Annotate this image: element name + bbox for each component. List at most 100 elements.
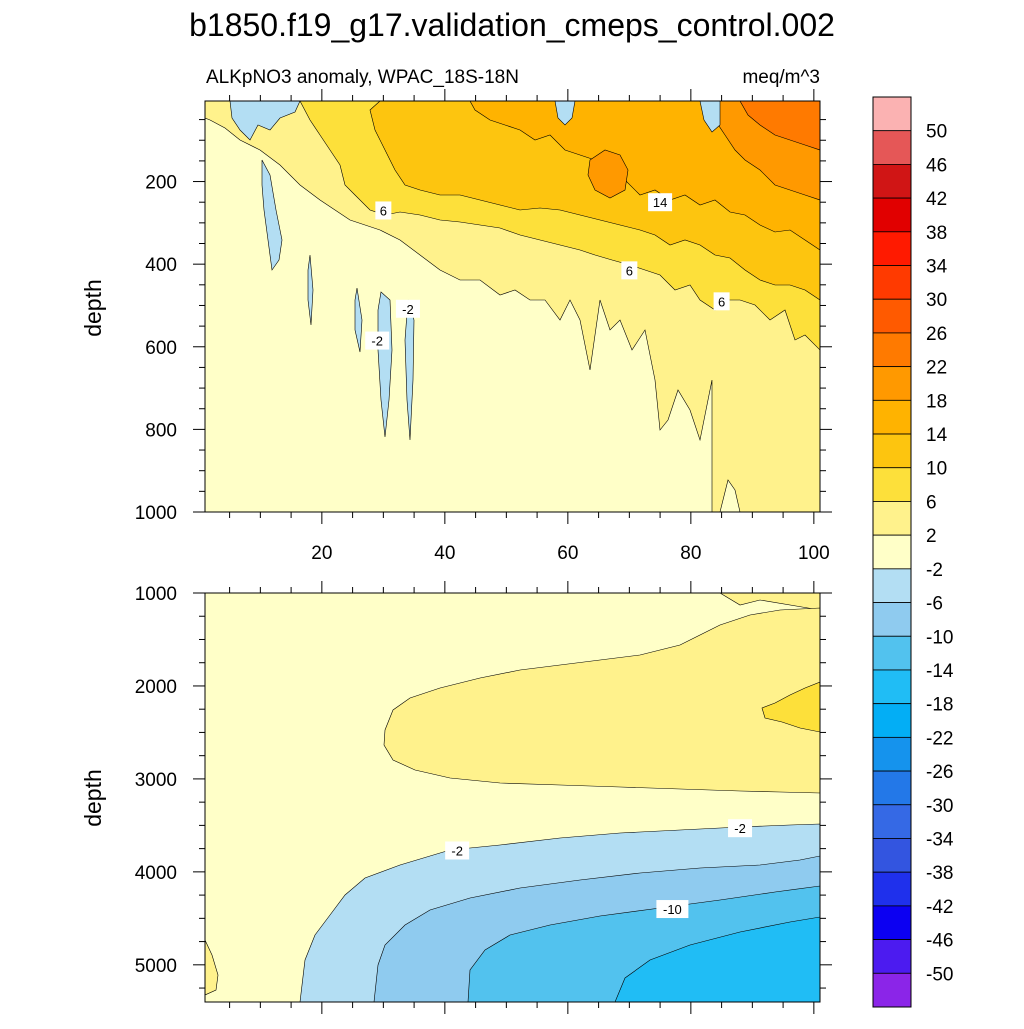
colorbar-box bbox=[872, 231, 912, 266]
upper-fill-neg-stripe4 bbox=[377, 291, 393, 438]
ytick-label: 1000 bbox=[135, 584, 177, 605]
contour-label-bg bbox=[395, 299, 420, 318]
colorbar-box bbox=[872, 534, 912, 570]
contour-label: 6 bbox=[713, 292, 730, 311]
contour-label: -2 bbox=[445, 841, 470, 860]
colorbar-box bbox=[872, 501, 912, 536]
colorbar-tick-label: 42 bbox=[926, 189, 947, 210]
lower-fill-2-6-top bbox=[205, 593, 820, 611]
upper-fill-neg-stripe2 bbox=[307, 254, 314, 326]
upper-ticks: 200 400 600 800 1000 20 40 60 80 100 bbox=[135, 89, 832, 564]
colorbar-tick-label: -38 bbox=[926, 863, 953, 884]
upper-ylabel: depth bbox=[80, 279, 106, 337]
upper-fill-neg-top bbox=[229, 101, 301, 141]
colorbar-box bbox=[872, 703, 912, 738]
xtick-label: 80 bbox=[680, 543, 701, 564]
colorbar-box bbox=[872, 433, 912, 469]
contour-label: 14 bbox=[648, 193, 673, 212]
upper-frame bbox=[204, 100, 821, 513]
colorbar-box bbox=[872, 467, 912, 502]
colorbar-tick-label: 30 bbox=[926, 290, 947, 311]
contour-label-text: -2 bbox=[451, 843, 463, 858]
colorbar-tick-label: 10 bbox=[926, 459, 947, 480]
ytick-label: 2000 bbox=[135, 677, 177, 698]
contour-label-text: -10 bbox=[663, 902, 682, 917]
colorbar-box bbox=[872, 366, 912, 401]
ytick-label: 1000 bbox=[135, 503, 177, 524]
colorbar-box bbox=[872, 265, 912, 300]
upper-fill-18-22-a bbox=[587, 149, 629, 199]
ytick-label: 600 bbox=[145, 338, 177, 359]
lower-fill-6-10 bbox=[761, 681, 820, 733]
contour-label-bg bbox=[621, 261, 638, 280]
colorbar-tick-label: 34 bbox=[926, 257, 948, 278]
lower-panel bbox=[205, 593, 820, 1002]
colorbar-box bbox=[872, 568, 912, 603]
colorbar-tick-label: 2 bbox=[926, 526, 937, 547]
contour-label: -2 bbox=[728, 819, 753, 838]
contour-label-bg bbox=[656, 900, 689, 919]
contour-label: -10 bbox=[656, 900, 689, 919]
xtick-label: 60 bbox=[557, 543, 578, 564]
contour-label: 6 bbox=[375, 201, 392, 220]
ytick-label: 400 bbox=[145, 255, 177, 276]
upper-fill-neg-top3 bbox=[699, 101, 721, 133]
colorbar-tick-label: -46 bbox=[926, 931, 953, 952]
colorbar-box bbox=[872, 399, 912, 435]
lower-fill-neg14-18 bbox=[614, 916, 820, 1002]
upper-fill-neg-stripe1 bbox=[261, 159, 283, 271]
lower-ylabel: depth bbox=[80, 769, 106, 827]
chart-title: b1850.f19_g17.validation_cmeps_control.0… bbox=[189, 7, 835, 43]
colorbar-frame bbox=[872, 96, 912, 1008]
colorbar-box bbox=[872, 669, 912, 705]
colorbar-tick-label: 26 bbox=[926, 324, 947, 345]
xtick-label: 20 bbox=[311, 543, 332, 564]
contour-label-text: 6 bbox=[380, 203, 387, 218]
ytick-label: 5000 bbox=[135, 956, 177, 977]
colorbar-tick-label: -22 bbox=[926, 728, 953, 749]
colorbar-tick-label: -26 bbox=[926, 762, 953, 783]
upper-left-label: ALKpNO3 anomaly, WPAC_18S-18N bbox=[206, 67, 519, 88]
upper-fill-neg-stripe3 bbox=[354, 287, 363, 353]
colorbar-tick-label: -30 bbox=[926, 796, 953, 817]
colorbar-tick-label: -42 bbox=[926, 897, 953, 918]
contour-label-text: 6 bbox=[626, 263, 633, 278]
colorbar-box bbox=[872, 736, 912, 772]
upper-fill-neg-stripe5 bbox=[404, 299, 415, 441]
colorbar-box bbox=[872, 164, 912, 199]
colorbar-box bbox=[872, 96, 912, 132]
ytick-label: 800 bbox=[145, 420, 177, 441]
colorbar-box bbox=[872, 871, 912, 907]
colorbar-tick-label: -2 bbox=[926, 560, 943, 581]
colorbar: 50 46 42 38 34 30 26 22 18 14 10 6 2 -2 -6 -10 -14 -18 -22… bbox=[872, 96, 954, 1008]
contour-label-text: 6 bbox=[718, 294, 725, 309]
contour-label-text: -2 bbox=[734, 821, 746, 836]
colorbar-box bbox=[872, 332, 912, 368]
colorbar-tick-label: -50 bbox=[926, 964, 953, 985]
contour-label-bg bbox=[375, 201, 392, 220]
colorbar-tick-label: 38 bbox=[926, 223, 947, 244]
upper-fill-neg-top2 bbox=[554, 101, 576, 126]
colorbar-tick-label: 22 bbox=[926, 358, 947, 379]
colorbar-tick-label: -10 bbox=[926, 627, 953, 648]
colorbar-box bbox=[872, 770, 912, 806]
colorbar-tick-label: -18 bbox=[926, 695, 953, 716]
contour-label: 6 bbox=[621, 261, 638, 280]
xtick-label: 100 bbox=[798, 543, 830, 564]
colorbar-tick-label: -34 bbox=[926, 829, 954, 850]
colorbar-tick-label: -14 bbox=[926, 661, 954, 682]
colorbar-box bbox=[872, 602, 912, 637]
ytick-label: 200 bbox=[145, 173, 177, 194]
colorbar-box bbox=[872, 905, 912, 940]
colorbar-tick-label: 14 bbox=[926, 425, 948, 446]
colorbar-tick-label: 50 bbox=[926, 122, 947, 143]
lower-fill-2-6-left bbox=[205, 939, 219, 996]
contour-label-text: -2 bbox=[402, 302, 414, 317]
colorbar-tick-label: 6 bbox=[926, 492, 937, 513]
ytick-label: 3000 bbox=[135, 770, 177, 791]
contour-label-bg bbox=[713, 292, 730, 311]
contour-label-bg bbox=[728, 819, 753, 838]
colorbar-box bbox=[872, 130, 912, 165]
